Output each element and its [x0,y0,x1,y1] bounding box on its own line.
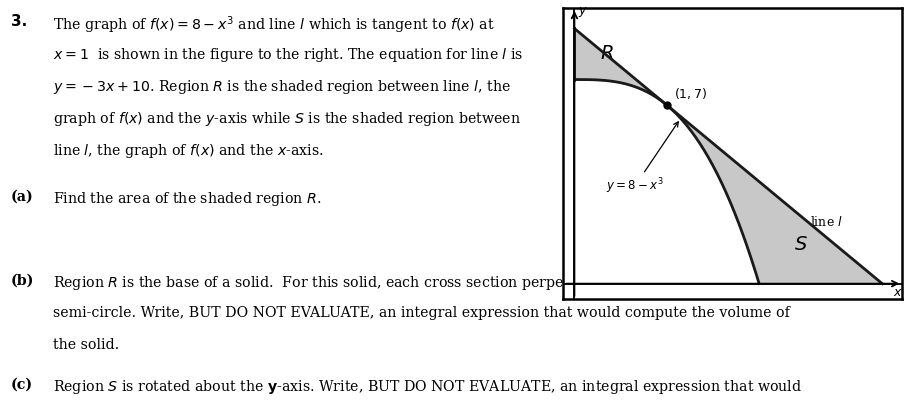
Text: line $l$, the graph of $f(x)$ and the $x$-axis.: line $l$, the graph of $f(x)$ and the $x… [53,142,323,160]
Text: The graph of $f(x) = 8 - x^3$ and line $l$ which is tangent to $f(x)$ at: The graph of $f(x) = 8 - x^3$ and line $… [53,14,495,36]
Text: graph of $f(x)$ and the $y$-axis while $S$ is the shaded region between: graph of $f(x)$ and the $y$-axis while $… [53,110,521,128]
Text: the solid.: the solid. [53,338,119,352]
Text: semi-circle. Write, BUT DO NOT EVALUATE, an integral expression that would compu: semi-circle. Write, BUT DO NOT EVALUATE,… [53,306,790,320]
Text: $y$: $y$ [578,5,588,19]
Text: $R$: $R$ [600,45,614,63]
Text: $x$: $x$ [893,286,902,299]
Text: Region $R$ is the base of a solid.  For this solid, each cross section perpendic: Region $R$ is the base of a solid. For t… [53,274,746,292]
Text: $y=8-x^3$: $y=8-x^3$ [605,122,678,196]
Text: Find the area of the shaded region $R$.: Find the area of the shaded region $R$. [53,190,322,208]
Text: $(1,7)$: $(1,7)$ [674,86,707,101]
Text: (a): (a) [11,190,34,204]
Text: (c): (c) [11,378,33,392]
Text: Region $S$ is rotated about the $\mathbf{y}$-axis. Write, BUT DO NOT EVALUATE, a: Region $S$ is rotated about the $\mathbf… [53,378,802,396]
Text: $y = -3x + 10$. Region $R$ is the shaded region between line $l$, the: $y = -3x + 10$. Region $R$ is the shaded… [53,78,511,96]
Text: (b): (b) [11,274,35,288]
Text: line $l$: line $l$ [810,215,843,229]
Text: 3.: 3. [11,14,27,29]
Text: $S$: $S$ [794,236,808,255]
Text: $x = 1$  is shown in the figure to the right. The equation for line $l$ is: $x = 1$ is shown in the figure to the ri… [53,46,523,64]
